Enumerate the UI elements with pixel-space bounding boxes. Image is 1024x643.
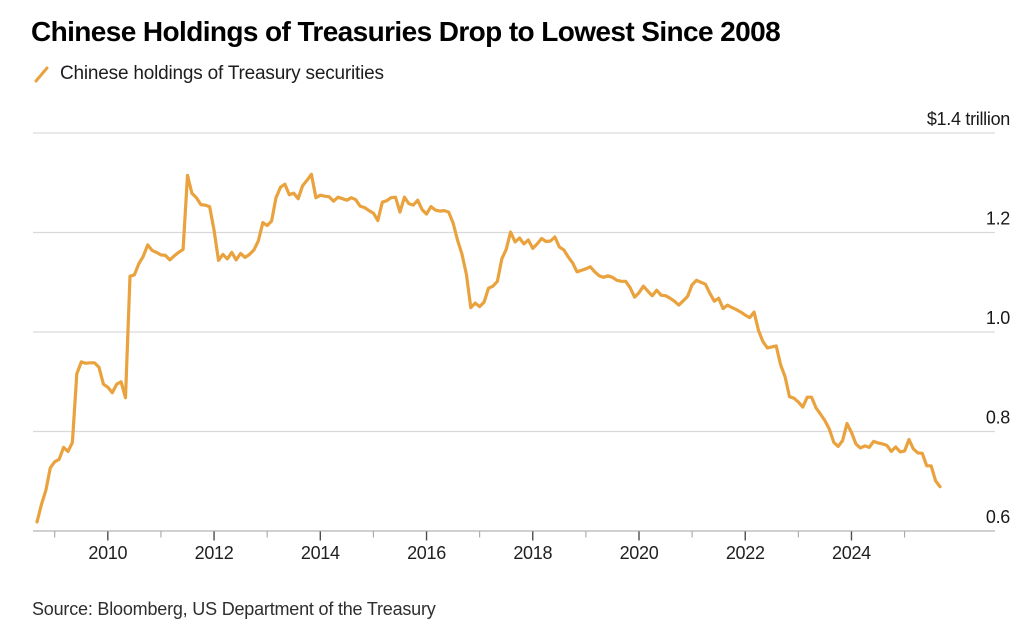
x-axis-label: 2018	[513, 543, 552, 563]
source-note: Source: Bloomberg, US Department of the …	[32, 599, 436, 619]
y-axis-label: 1.2	[986, 209, 1010, 229]
x-axis-label: 2014	[301, 543, 340, 563]
legend: Chinese holdings of Treasury securities	[33, 63, 384, 85]
y-axis-label: 1.0	[986, 308, 1010, 328]
x-axis-label: 2024	[832, 543, 871, 563]
x-axis-label: 2012	[195, 543, 234, 563]
x-axis-label: 2010	[88, 543, 127, 563]
y-axis-label: $1.4 trillion	[927, 109, 1010, 129]
series-line	[35, 172, 942, 524]
x-axis-label: 2016	[407, 543, 446, 563]
legend-label: Chinese holdings of Treasury securities	[60, 63, 384, 84]
legend-slash-icon	[33, 65, 50, 84]
chart-title: Chinese Holdings of Treasuries Drop to L…	[31, 16, 781, 47]
x-axis-label: 2022	[726, 543, 765, 563]
y-axis-label: 0.8	[986, 408, 1010, 428]
x-axis-label: 2020	[620, 543, 659, 563]
y-axis-label: 0.6	[986, 507, 1010, 527]
